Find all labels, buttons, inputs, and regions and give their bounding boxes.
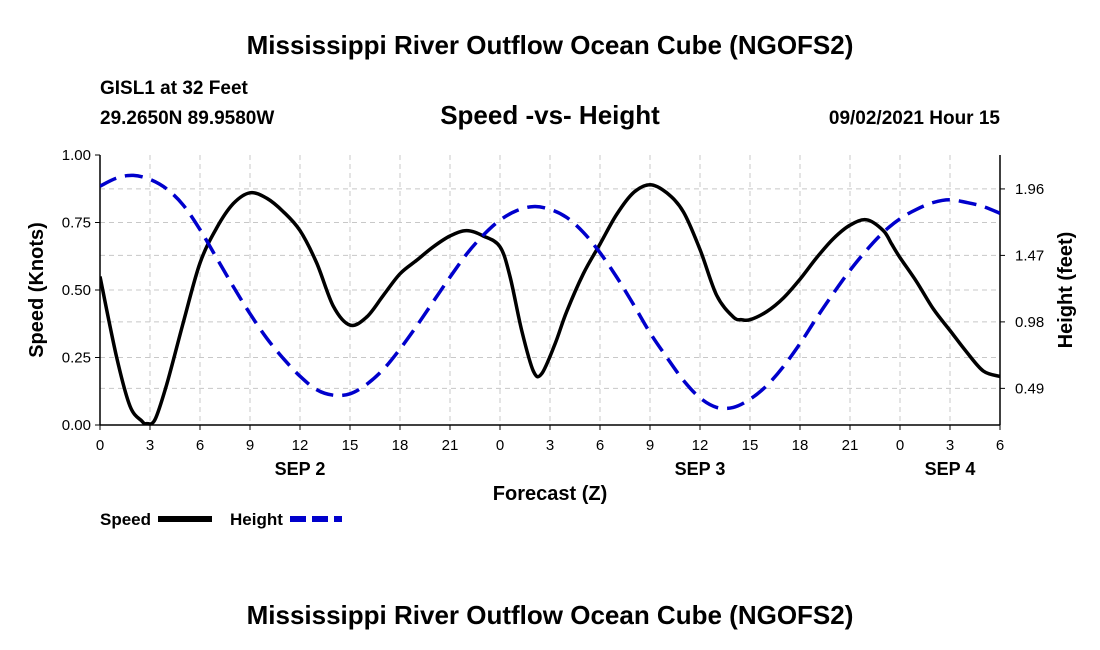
legend-height-label: Height (230, 510, 283, 529)
x-tick-label: 3 (546, 437, 554, 454)
x-tick-label: 9 (246, 437, 254, 454)
x-tick-label: 15 (742, 437, 759, 454)
chart-title: Speed -vs- Height (440, 100, 660, 130)
legend-speed-label: Speed (100, 510, 151, 529)
speed-series-line (100, 182, 1000, 426)
y2-axis-label: Height (feet) (1055, 232, 1077, 349)
page-title-bottom: Mississippi River Outflow Ocean Cube (NG… (246, 600, 854, 630)
page-title-top: Mississippi River Outflow Ocean Cube (NG… (246, 30, 854, 60)
y2-tick-label: 0.49 (1015, 380, 1044, 397)
x-tick-label: 12 (292, 437, 309, 454)
date-label: SEP 2 (275, 459, 326, 479)
y-axis-label: Speed (Knots) (26, 222, 48, 358)
x-tick-label: 0 (496, 437, 504, 454)
station-label: GISL1 at 32 Feet (100, 78, 248, 99)
height-series-line (100, 173, 1000, 411)
y2-tick-label: 0.98 (1015, 314, 1044, 331)
datetime-label: 09/02/2021 Hour 15 (828, 108, 1000, 129)
x-tick-label: 21 (442, 437, 459, 454)
y-tick-label: 0.25 (62, 350, 91, 367)
y-tick-label: 0.50 (62, 282, 91, 299)
x-tick-label: 3 (946, 437, 954, 454)
date-label: SEP 3 (675, 459, 726, 479)
y2-tick-label: 1.47 (1015, 247, 1044, 264)
y-tick-label: 0.75 (62, 215, 91, 232)
x-tick-label: 0 (96, 437, 104, 454)
coordinates-label: 29.2650N 89.9580W (100, 108, 275, 129)
x-tick-label: 6 (596, 437, 604, 454)
x-axis-label: Forecast (Z) (493, 483, 607, 505)
x-tick-label: 6 (996, 437, 1004, 454)
x-tick-label: 3 (146, 437, 154, 454)
y-tick-label: 1.00 (62, 147, 91, 164)
x-tick-label: 12 (692, 437, 709, 454)
x-tick-label: 18 (392, 437, 409, 454)
x-tick-label: 21 (842, 437, 859, 454)
x-tick-label: 6 (196, 437, 204, 454)
x-tick-label: 15 (342, 437, 359, 454)
x-tick-label: 0 (896, 437, 904, 454)
x-tick-label: 9 (646, 437, 654, 454)
date-label: SEP 4 (925, 459, 976, 479)
y-tick-label: 0.00 (62, 417, 91, 434)
x-tick-label: 18 (792, 437, 809, 454)
y2-tick-label: 1.96 (1015, 181, 1044, 198)
